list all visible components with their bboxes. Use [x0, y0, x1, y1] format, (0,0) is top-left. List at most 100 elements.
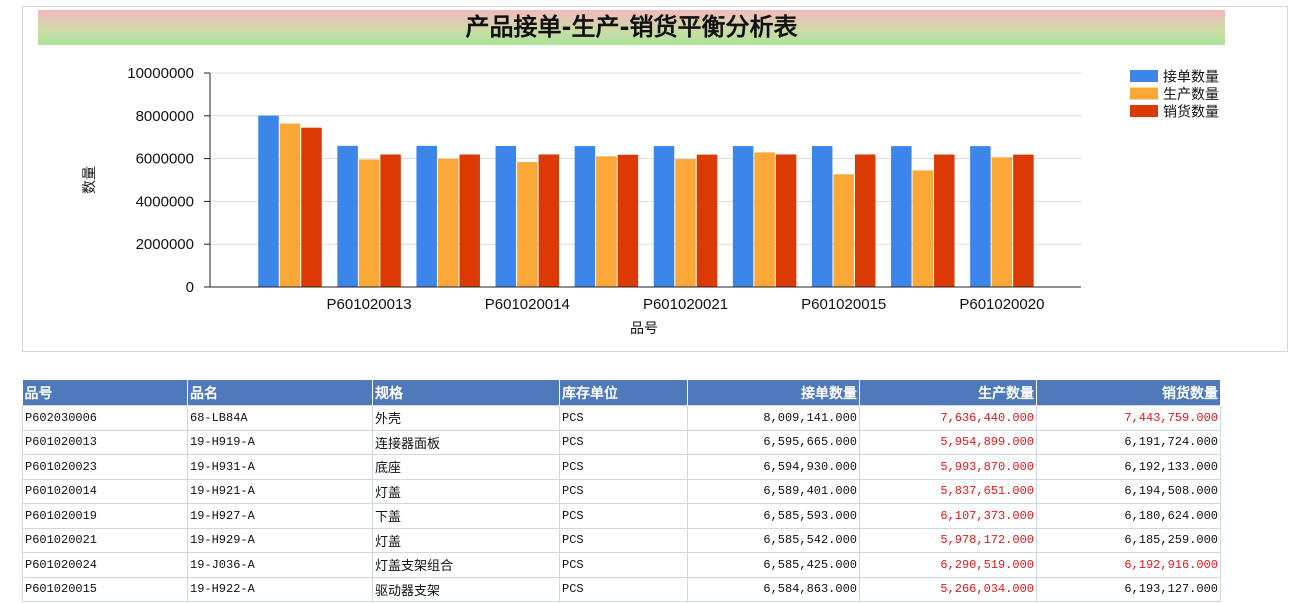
cell-prod-qty: 5,954,899.000 [859, 429, 1037, 455]
table-row[interactable]: P601020023 19-H931-A 底座 PCS 6,594,930.000 5,9… [22, 454, 1221, 480]
bar-sales[interactable] [934, 154, 955, 287]
x-tick-label: P601020014 [485, 296, 570, 313]
table-row[interactable]: P601020024 19-J036-A 灯盖支架组合 PCS 6,585,425.00… [22, 552, 1221, 578]
cell-sales-qty: 6,192,916.000 [1036, 552, 1221, 578]
cell-name: 68-LB84A [187, 405, 373, 431]
cell-spec: 灯盖 [372, 478, 560, 504]
bar-order[interactable] [970, 146, 991, 287]
bar-production[interactable] [358, 159, 380, 287]
cell-prod-qty: 5,266,034.000 [859, 576, 1037, 602]
cell-name: 19-H931-A [187, 454, 373, 480]
y-tick-label: 8000000 [136, 108, 194, 125]
cell-name: 19-H922-A [187, 576, 373, 602]
cell-prod-qty: 5,837,651.000 [859, 478, 1037, 504]
header-order-qty[interactable]: 接单数量 [687, 380, 860, 406]
bar-sales[interactable] [380, 154, 401, 287]
cell-spec: 灯盖支架组合 [372, 552, 560, 578]
bar-sales[interactable] [854, 154, 876, 287]
header-prod-qty[interactable]: 生产数量 [859, 380, 1037, 406]
bar-sales[interactable] [617, 154, 639, 287]
data-table: 品号 品名 规格 库存单位 接单数量 生产数量 销货数量 P602030006 6… [22, 380, 1221, 602]
cell-spec: 驱动器支架 [372, 576, 560, 602]
bar-production[interactable] [912, 170, 934, 287]
cell-code: P601020014 [22, 478, 188, 504]
bar-order[interactable] [337, 145, 358, 287]
cell-sales-qty: 6,193,127.000 [1036, 576, 1221, 602]
table-row[interactable]: P601020021 19-H929-A 灯盖 PCS 6,585,542.000 5,9… [22, 527, 1221, 553]
cell-prod-qty: 6,290,519.000 [859, 552, 1037, 578]
cell-order-qty: 6,594,930.000 [687, 454, 860, 480]
header-code[interactable]: 品号 [22, 380, 188, 406]
cell-spec: 底座 [372, 454, 560, 480]
cell-unit: PCS [559, 576, 688, 602]
header-spec[interactable]: 规格 [372, 380, 560, 406]
bar-order[interactable] [732, 146, 754, 287]
bar-order[interactable] [891, 146, 912, 287]
cell-code: P601020023 [22, 454, 188, 480]
bar-sales[interactable] [696, 154, 718, 287]
header-name[interactable]: 品名 [187, 380, 373, 406]
bar-order[interactable] [416, 145, 437, 287]
cell-unit: PCS [559, 429, 688, 455]
bar-production[interactable] [596, 156, 617, 287]
cell-name: 19-H919-A [187, 429, 373, 455]
bar-production[interactable] [833, 174, 854, 287]
bar-order[interactable] [811, 146, 833, 287]
bar-sales[interactable] [459, 154, 480, 287]
table-row[interactable]: P601020013 19-H919-A 连接器面板 PCS 6,595,665.000… [22, 429, 1221, 455]
bar-sales[interactable] [538, 154, 560, 287]
bar-order[interactable] [258, 115, 279, 287]
table-row[interactable]: P601020019 19-H927-A 下盖 PCS 6,585,593.000 6,1… [22, 503, 1221, 529]
cell-spec: 外壳 [372, 405, 560, 431]
cell-order-qty: 6,589,401.000 [687, 478, 860, 504]
legend-swatch [1130, 105, 1158, 117]
table-row[interactable]: P601020014 19-H921-A 灯盖 PCS 6,589,401.000 5,8… [22, 478, 1221, 504]
bar-production[interactable] [279, 123, 301, 287]
bar-sales[interactable] [1013, 154, 1034, 287]
header-unit[interactable]: 库存单位 [559, 380, 688, 406]
cell-sales-qty: 6,194,508.000 [1036, 478, 1221, 504]
bar-production[interactable] [517, 162, 538, 287]
table-row[interactable]: P601020015 19-H922-A 驱动器支架 PCS 6,584,863.000… [22, 576, 1221, 602]
bar-production[interactable] [675, 159, 696, 287]
cell-sales-qty: 6,191,724.000 [1036, 429, 1221, 455]
cell-code: P601020024 [22, 552, 188, 578]
bar-production[interactable] [437, 158, 459, 287]
cell-order-qty: 6,595,665.000 [687, 429, 860, 455]
header-sales-qty[interactable]: 销货数量 [1036, 380, 1221, 406]
legend-label: 接单数量 [1163, 69, 1219, 86]
y-tick-label: 6000000 [136, 151, 194, 168]
bar-order[interactable] [495, 145, 517, 287]
cell-sales-qty: 7,443,759.000 [1036, 405, 1221, 431]
cell-spec: 连接器面板 [372, 429, 560, 455]
bar-production[interactable] [991, 157, 1013, 287]
x-tick-label: P601020015 [801, 296, 886, 313]
table-header-row: 品号 品名 规格 库存单位 接单数量 生产数量 销货数量 [22, 380, 1221, 406]
cell-code: P601020019 [22, 503, 188, 529]
cell-spec: 灯盖 [372, 527, 560, 553]
x-tick-label: P601020020 [959, 296, 1044, 313]
cell-code: P602030006 [22, 405, 188, 431]
x-tick-label: P601020013 [327, 296, 412, 313]
y-tick-label: 10000000 [127, 65, 194, 82]
cell-unit: PCS [559, 503, 688, 529]
x-tick-label: P601020021 [643, 296, 728, 313]
cell-prod-qty: 5,978,172.000 [859, 527, 1037, 553]
bars [258, 115, 1034, 288]
legend-swatch [1130, 70, 1158, 82]
bar-order[interactable] [574, 146, 596, 287]
cell-prod-qty: 6,107,373.000 [859, 503, 1037, 529]
bar-sales[interactable] [775, 154, 797, 287]
table-row[interactable]: P602030006 68-LB84A 外壳 PCS 8,009,141.000 7,63… [22, 405, 1221, 431]
cell-sales-qty: 6,185,259.000 [1036, 527, 1221, 553]
bar-order[interactable] [653, 146, 675, 287]
cell-order-qty: 8,009,141.000 [687, 405, 860, 431]
cell-order-qty: 6,585,542.000 [687, 527, 860, 553]
cell-order-qty: 6,584,863.000 [687, 576, 860, 602]
bar-production[interactable] [754, 152, 775, 287]
cell-prod-qty: 7,636,440.000 [859, 405, 1037, 431]
cell-unit: PCS [559, 478, 688, 504]
cell-sales-qty: 6,192,133.000 [1036, 454, 1221, 480]
bar-sales[interactable] [301, 127, 322, 288]
cell-unit: PCS [559, 405, 688, 431]
